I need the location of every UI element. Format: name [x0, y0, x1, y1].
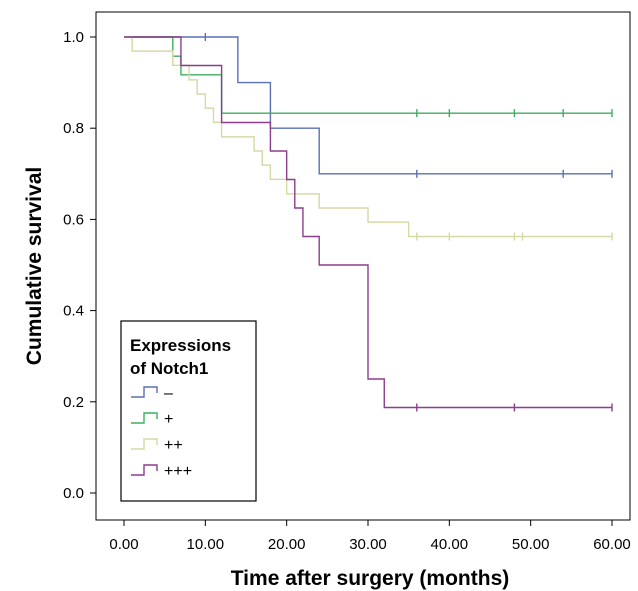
y-tick-label: 0.6: [63, 211, 84, 228]
x-tick-label: 60.00: [593, 536, 631, 553]
legend-label: ++: [164, 437, 183, 454]
legend-label: –: [164, 385, 173, 402]
legend-swatch: [131, 386, 158, 398]
series-line-0: [124, 36, 612, 175]
x-axis-label: Time after surgery (months): [231, 567, 510, 590]
x-tick-label: 30.00: [349, 536, 387, 553]
y-tick-label: 0.4: [63, 303, 84, 320]
axes: 0.0 0.2 0.4 0.6 0.8 1.0 0.00 10.00 20.00 30.00 40.…: [63, 29, 631, 553]
y-tick-label: 1.0: [63, 29, 84, 46]
y-tick-label: 0.2: [63, 394, 84, 411]
plot-frame: [95, 11, 631, 521]
legend-swatch: [131, 438, 158, 450]
series-line-3: [124, 36, 612, 409]
series-line-1: [124, 36, 612, 114]
x-tick-label: 50.00: [512, 536, 550, 553]
series-line-2: [124, 36, 612, 238]
legend-swatch: [131, 464, 158, 476]
legend-label: +: [164, 411, 173, 428]
legend-title-line-1: Expressions: [130, 336, 231, 355]
y-tick-label: 0.0: [63, 485, 84, 502]
y-tick-label: 0.8: [63, 120, 84, 137]
legend: Expressions of Notch1 –++++++: [120, 320, 257, 502]
legend-box: [120, 320, 257, 502]
legend-label: +++: [164, 463, 192, 480]
x-tick-label: 20.00: [268, 536, 306, 553]
x-tick-label: 40.00: [431, 536, 469, 553]
x-tick-label: 0.00: [109, 536, 138, 553]
x-tick-label: 10.00: [187, 536, 225, 553]
series-group: [124, 33, 613, 412]
legend-title-line-2: of Notch1: [130, 359, 208, 378]
y-axis-label: Cumulative survival: [23, 167, 46, 365]
legend-swatch: [131, 412, 158, 424]
legend-items: –++++++: [131, 385, 192, 480]
